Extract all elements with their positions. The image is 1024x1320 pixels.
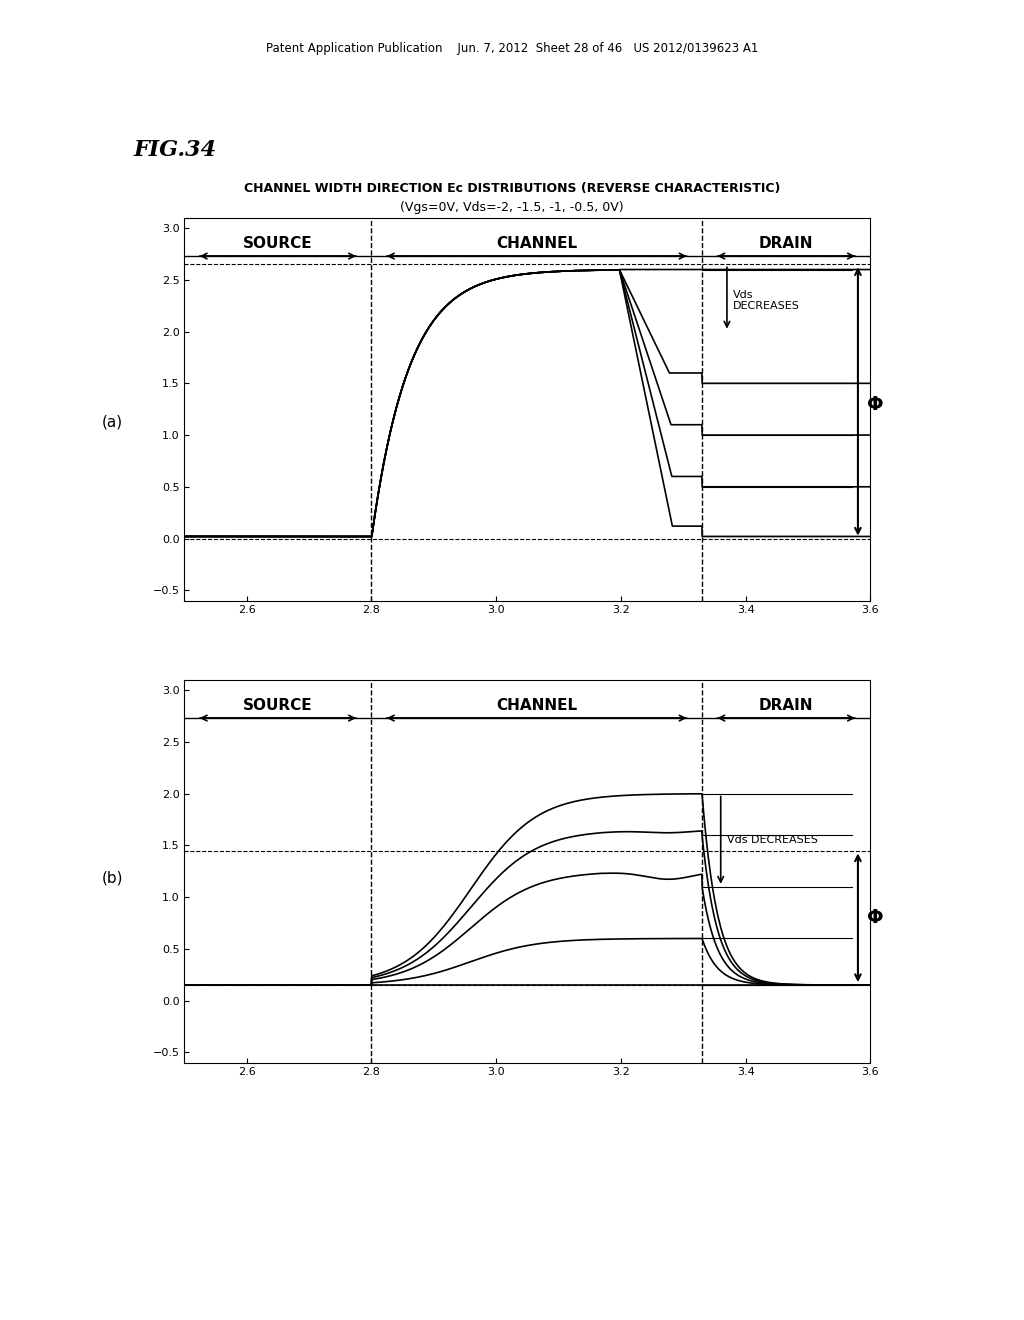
Text: CHANNEL: CHANNEL [497, 698, 578, 713]
Text: (b): (b) [102, 870, 123, 886]
Text: Φ: Φ [867, 908, 884, 927]
Text: Vds DECREASES: Vds DECREASES [727, 836, 818, 845]
Text: FIG.34: FIG.34 [133, 139, 216, 161]
Text: CHANNEL: CHANNEL [497, 236, 578, 251]
Text: Patent Application Publication    Jun. 7, 2012  Sheet 28 of 46   US 2012/0139623: Patent Application Publication Jun. 7, 2… [266, 42, 758, 55]
Text: (Vgs=0V, Vds=-2, -1.5, -1, -0.5, 0V): (Vgs=0V, Vds=-2, -1.5, -1, -0.5, 0V) [400, 201, 624, 214]
Text: DRAIN: DRAIN [759, 236, 813, 251]
Text: SOURCE: SOURCE [243, 698, 312, 713]
Text: SOURCE: SOURCE [243, 236, 312, 251]
Text: (a): (a) [102, 414, 123, 430]
Text: Φ: Φ [867, 395, 884, 413]
Text: Vds
DECREASES: Vds DECREASES [733, 290, 800, 312]
Text: CHANNEL WIDTH DIRECTION Ec DISTRIBUTIONS (REVERSE CHARACTERISTIC): CHANNEL WIDTH DIRECTION Ec DISTRIBUTIONS… [244, 182, 780, 195]
Text: DRAIN: DRAIN [759, 698, 813, 713]
